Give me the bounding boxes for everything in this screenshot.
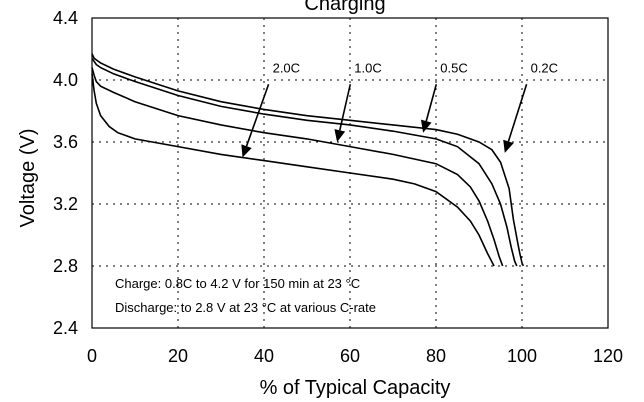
x-tick-label: 100 xyxy=(507,346,537,366)
y-tick-label: 3.6 xyxy=(53,132,78,152)
y-tick-label: 4.4 xyxy=(53,8,78,28)
rate-arrow-shaft xyxy=(245,83,270,147)
rate-arrow-head xyxy=(503,139,514,153)
rate-label: 2.0C xyxy=(273,60,300,75)
series-line-0_5C xyxy=(91,57,518,267)
rate-label: 0.2C xyxy=(531,60,558,75)
y-tick-label: 2.8 xyxy=(53,256,78,276)
y-tick-label: 2.4 xyxy=(53,318,78,338)
rate-arrow-shaft xyxy=(425,84,438,122)
x-tick-label: 60 xyxy=(340,346,360,366)
annotation-charge: Charge: 0.8C to 4.2 V for 150 min at 23 … xyxy=(115,276,360,291)
plot-frame xyxy=(91,17,609,329)
x-axis-title: % of Typical Capacity xyxy=(260,377,451,399)
series-line-1_0C xyxy=(91,67,504,267)
rate-arrow-shaft xyxy=(338,84,352,131)
rate-label: 0.5C xyxy=(440,60,467,75)
rate-arrows: 2.0C 1.0C 0.5C 0.2C xyxy=(241,60,558,158)
y-axis-title: Voltage (V) xyxy=(17,129,39,228)
x-tick-label: 80 xyxy=(426,346,446,366)
y-tick-label: 4.0 xyxy=(53,70,78,90)
rate-arrow-head xyxy=(241,144,252,158)
tick-labels: 0 20 40 60 80 100 120 2.4 2.8 3.2 3.6 4.0 4.4 xyxy=(53,8,623,366)
y-tick-label: 3.2 xyxy=(53,194,78,214)
series-line-2_0C xyxy=(91,73,495,267)
rate-arrow-head xyxy=(420,119,432,133)
x-tick-label: 20 xyxy=(168,346,188,366)
rate-label: 1.0C xyxy=(354,60,381,75)
curves xyxy=(91,53,525,267)
x-tick-label: 40 xyxy=(254,346,274,366)
annotation-discharge: Discharge: to 2.8 V at 23 °C at various … xyxy=(115,300,376,315)
x-tick-label: 120 xyxy=(593,346,623,366)
rate-arrow-head xyxy=(334,129,346,142)
series-line-0_2C xyxy=(91,53,525,267)
rate-arrow-shaft xyxy=(507,84,528,142)
x-tick-label: 0 xyxy=(87,346,97,366)
chart-title: Charging xyxy=(304,0,385,15)
